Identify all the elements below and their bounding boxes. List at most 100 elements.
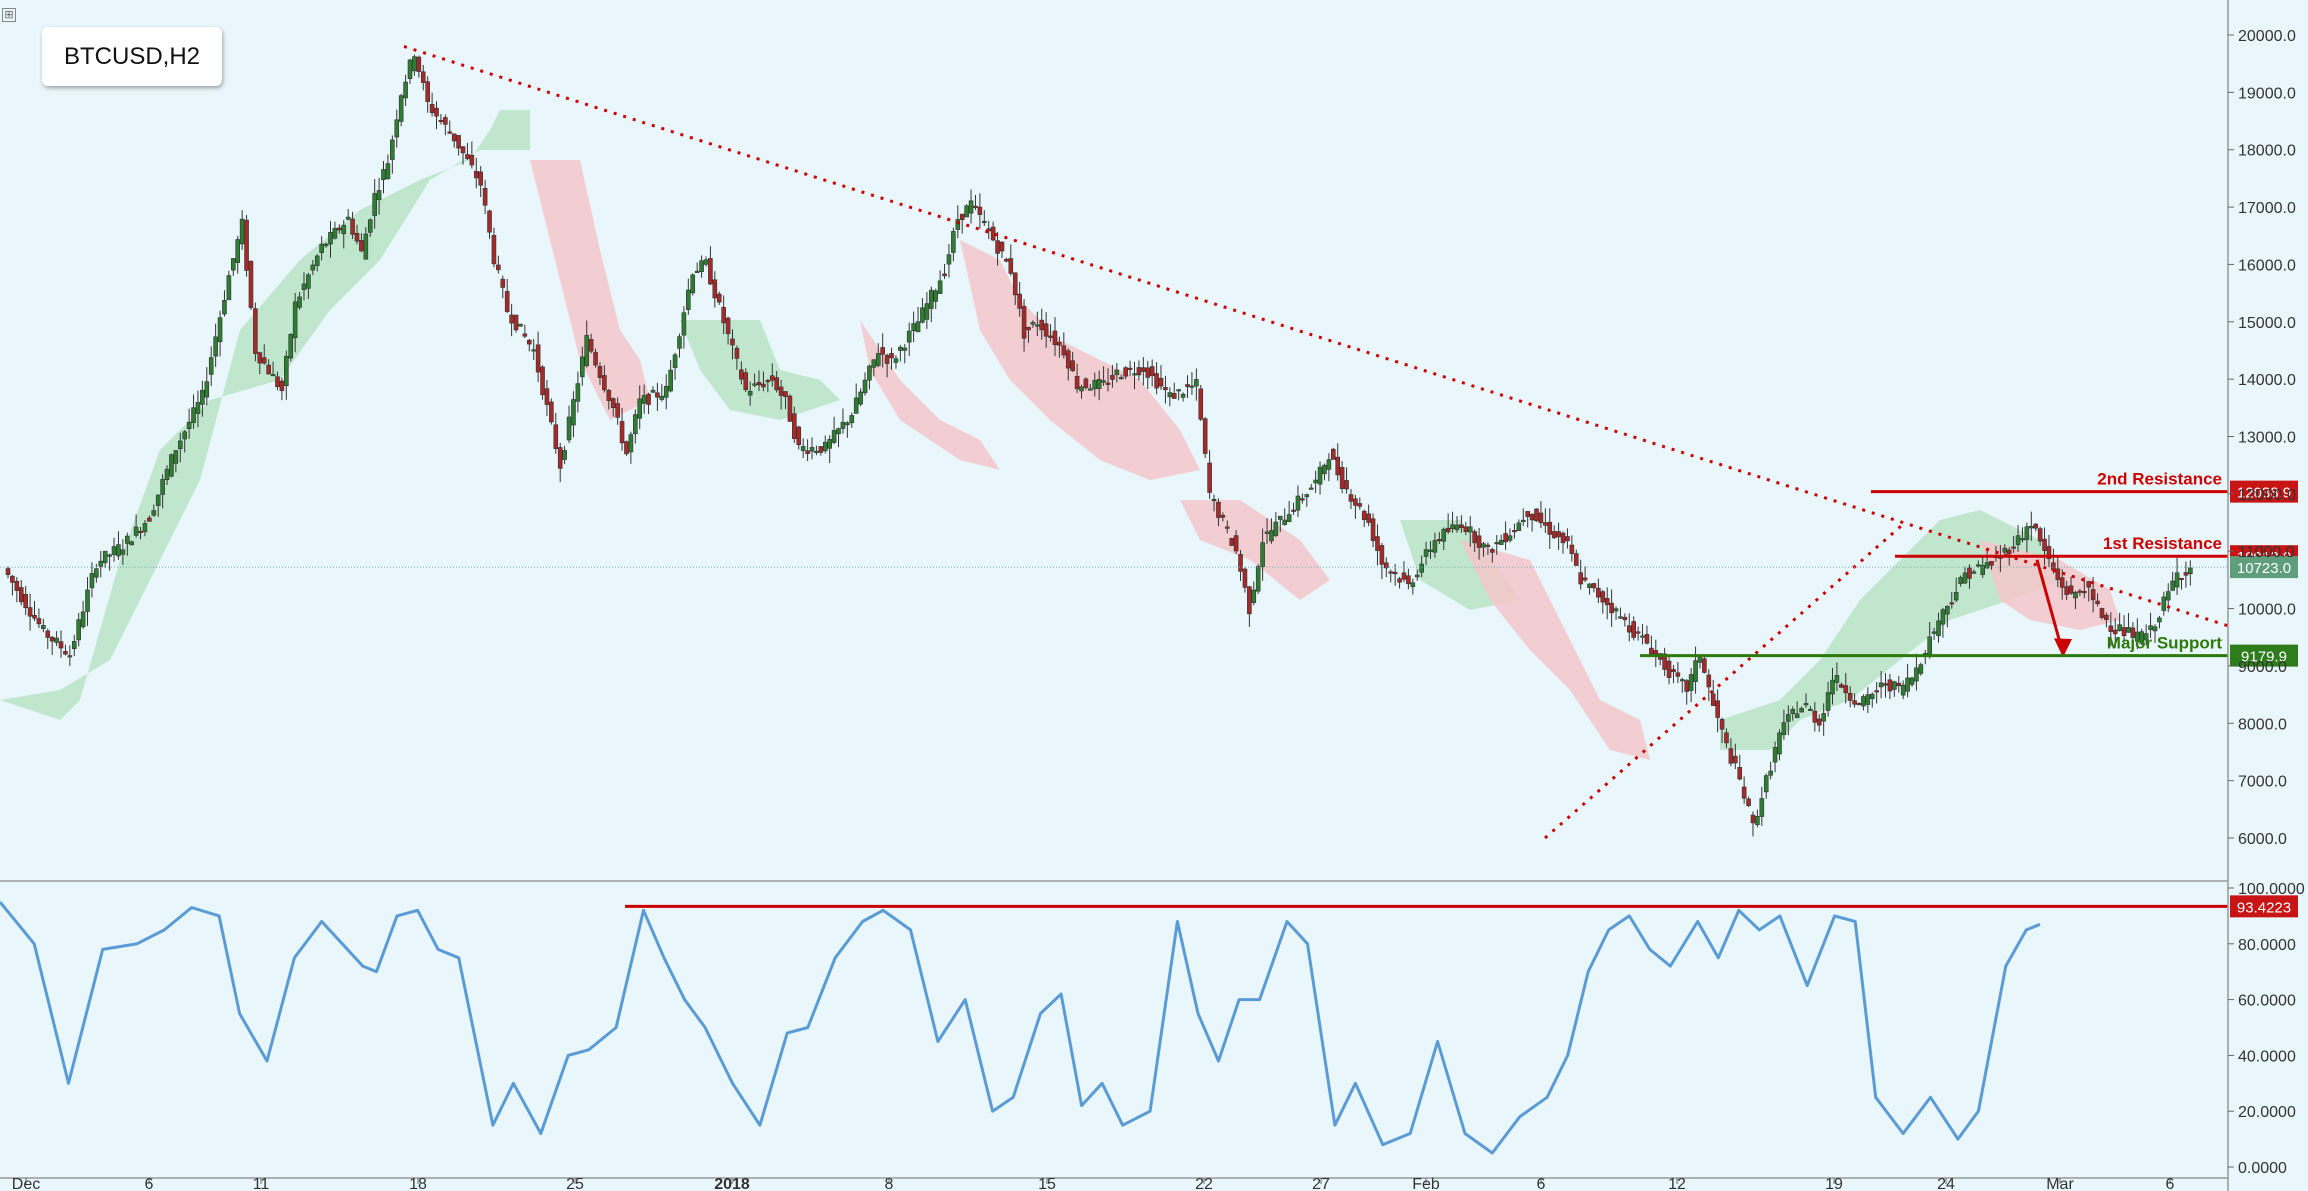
candle-body — [734, 347, 740, 359]
candle-body — [2161, 596, 2167, 611]
candle-body — [1220, 514, 1226, 518]
y-tick-label: 18000.0 — [2238, 143, 2296, 160]
candle-body — [602, 375, 607, 391]
candle-body — [818, 446, 824, 453]
candle-body — [628, 434, 634, 453]
candle-body — [2104, 614, 2109, 620]
osc-y-tick-label: 40.0000 — [2238, 1048, 2296, 1065]
x-tick-label: 18 — [409, 1176, 427, 1191]
candle-body — [63, 651, 68, 655]
candle-body — [288, 334, 294, 359]
candle-body — [2082, 591, 2087, 594]
candle-body — [690, 274, 696, 294]
candle-body — [686, 289, 691, 310]
candle-body — [1596, 587, 1601, 598]
symbol-label[interactable]: BTCUSD,H2 — [42, 27, 222, 86]
candle-body — [955, 219, 961, 230]
candle-body — [1613, 608, 1619, 612]
candle-body — [1074, 375, 1080, 390]
candle-body — [1048, 335, 1053, 338]
candle-body — [447, 131, 453, 134]
level-label: 1st Resistance — [2103, 534, 2222, 553]
candle-body — [1154, 373, 1159, 389]
candle-body — [1043, 323, 1049, 337]
candle-body — [933, 290, 939, 302]
candle-body — [1750, 814, 1756, 824]
candle-body — [1618, 616, 1623, 619]
price-tag-label: 9179.9 — [2241, 649, 2287, 666]
candle-body — [2024, 526, 2030, 540]
crosshair-icon[interactable]: ⊞ — [2, 8, 16, 22]
candle-body — [1224, 526, 1230, 529]
candle-body — [1136, 367, 1142, 376]
candle-body — [1118, 377, 1124, 380]
candle-body — [124, 535, 130, 544]
candle-body — [151, 510, 157, 516]
candle-body — [579, 356, 585, 378]
candle-body — [2157, 617, 2162, 623]
candle-body — [942, 273, 947, 277]
candle-body — [54, 637, 59, 643]
candle-body — [275, 376, 280, 388]
candle-body — [549, 401, 554, 423]
candle-body — [1529, 513, 1535, 521]
candle-body — [1269, 530, 1274, 542]
candle-body — [155, 494, 161, 506]
candle-body — [730, 338, 735, 346]
candle-body — [1030, 322, 1036, 325]
candle-body — [235, 239, 241, 263]
candle-body — [708, 258, 713, 285]
candle-body — [1507, 535, 1513, 541]
candle-body — [1675, 672, 1681, 677]
candle-body — [407, 59, 413, 79]
candle-body — [500, 278, 506, 288]
candle-body — [999, 241, 1005, 252]
candle-body — [2059, 577, 2065, 588]
candle-body — [1733, 755, 1738, 764]
candle-body — [893, 358, 899, 363]
candle-body — [2086, 581, 2092, 588]
candle-body — [129, 541, 134, 546]
candle-body — [257, 352, 263, 364]
candle-body — [1322, 464, 1327, 475]
candle-body — [1255, 566, 1261, 592]
candle-body — [1441, 528, 1447, 542]
candle-body — [1211, 498, 1217, 502]
candle-body — [1021, 306, 1027, 339]
candle-body — [1565, 536, 1570, 542]
candle-body — [191, 407, 196, 423]
candle-body — [323, 243, 329, 247]
candle-body — [1490, 549, 1495, 553]
candle-body — [1101, 380, 1106, 383]
candle-body — [902, 347, 908, 351]
candle-body — [23, 593, 28, 609]
price-tag-label: 10723.0 — [2237, 560, 2291, 577]
candle-body — [226, 275, 232, 301]
osc-y-tick-label: 0.0000 — [2238, 1160, 2287, 1177]
candle-body — [116, 544, 121, 557]
candle-body — [1375, 536, 1380, 551]
candle-body — [164, 468, 170, 480]
candle-body — [1410, 582, 1416, 587]
candle-body — [182, 431, 188, 440]
candle-body — [363, 233, 369, 260]
candle-body — [1896, 682, 1902, 687]
candle-body — [1516, 522, 1522, 531]
candle-body — [1361, 510, 1367, 521]
candle-body — [1688, 674, 1694, 691]
candle-body — [1485, 544, 1491, 547]
candle-body — [1940, 609, 1946, 625]
candle-body — [1662, 653, 1667, 670]
candle-body — [610, 398, 616, 408]
candle-body — [1260, 542, 1265, 567]
candle-body — [5, 568, 11, 575]
candle-body — [473, 171, 479, 179]
candle-body — [394, 119, 400, 138]
candle-body — [487, 210, 492, 233]
candle-body — [1238, 554, 1243, 572]
candle-body — [805, 450, 810, 454]
candle-body — [1145, 367, 1151, 378]
candle-body — [1560, 532, 1566, 544]
